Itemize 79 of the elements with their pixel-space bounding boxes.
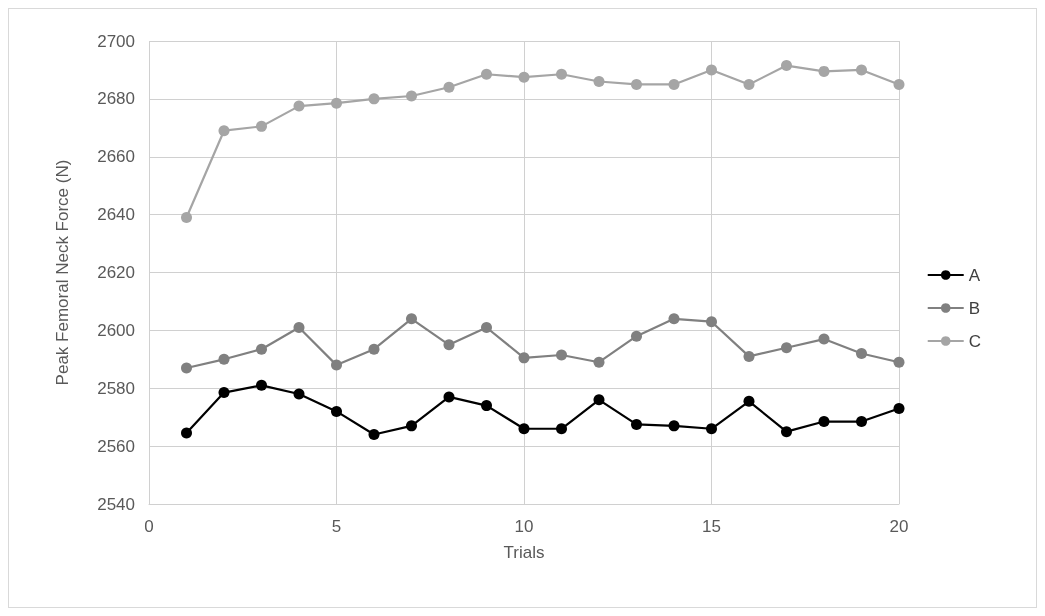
point bbox=[668, 420, 680, 432]
point bbox=[706, 316, 717, 328]
point bbox=[856, 64, 867, 76]
y-axis-title: Peak Femoral Neck Force (N) bbox=[53, 159, 72, 386]
point bbox=[818, 333, 830, 345]
point bbox=[556, 349, 567, 361]
point bbox=[406, 313, 417, 325]
legend-label: C bbox=[968, 331, 981, 351]
point bbox=[181, 427, 192, 439]
point bbox=[331, 359, 342, 371]
point bbox=[331, 97, 342, 109]
y-tick-label: 2560 bbox=[97, 436, 135, 456]
point bbox=[818, 65, 830, 77]
point bbox=[668, 78, 680, 90]
point bbox=[893, 356, 905, 368]
y-tick-label: 2680 bbox=[97, 89, 135, 109]
x-tick-label: 5 bbox=[331, 517, 342, 536]
x-axis-title: Trials bbox=[503, 543, 545, 562]
point bbox=[256, 379, 267, 391]
x-tick-label: 0 bbox=[144, 517, 154, 536]
point bbox=[443, 339, 455, 351]
x-tick-label: 15 bbox=[702, 517, 721, 536]
point bbox=[593, 356, 605, 368]
point bbox=[893, 403, 905, 414]
y-tick-label: 2580 bbox=[97, 378, 135, 398]
legend-label: A bbox=[968, 265, 981, 285]
point bbox=[518, 423, 530, 435]
point bbox=[368, 343, 380, 355]
point bbox=[218, 353, 230, 365]
point bbox=[406, 420, 417, 432]
point bbox=[443, 391, 455, 403]
point bbox=[856, 348, 867, 360]
point bbox=[593, 394, 605, 406]
point bbox=[368, 93, 380, 105]
point bbox=[631, 330, 642, 342]
point bbox=[631, 418, 642, 430]
y-tick-label: 2620 bbox=[97, 263, 135, 282]
y-tick-label: 2640 bbox=[97, 205, 135, 225]
point bbox=[743, 350, 755, 362]
point bbox=[331, 405, 342, 417]
point bbox=[518, 71, 530, 83]
point bbox=[818, 416, 830, 428]
point bbox=[443, 81, 455, 93]
point bbox=[856, 416, 867, 428]
point bbox=[406, 90, 417, 102]
y-tick-label: 2600 bbox=[97, 320, 135, 340]
point bbox=[181, 212, 192, 224]
point bbox=[668, 313, 680, 325]
point bbox=[706, 423, 717, 435]
point bbox=[481, 400, 492, 412]
point bbox=[781, 60, 792, 72]
point bbox=[293, 321, 305, 333]
point bbox=[256, 120, 267, 132]
point bbox=[293, 388, 305, 400]
point bbox=[593, 76, 605, 88]
point bbox=[743, 78, 755, 90]
point bbox=[218, 387, 230, 399]
legend-label: B bbox=[968, 298, 981, 318]
point bbox=[481, 68, 492, 80]
point bbox=[781, 426, 792, 438]
point bbox=[556, 68, 567, 80]
point bbox=[743, 395, 755, 407]
point bbox=[481, 321, 492, 333]
x-tick-label: 10 bbox=[514, 517, 534, 536]
point bbox=[893, 78, 905, 90]
point bbox=[218, 125, 230, 137]
point bbox=[293, 100, 305, 112]
point bbox=[518, 352, 530, 364]
point bbox=[631, 78, 642, 90]
y-tick-label: 2540 bbox=[97, 494, 135, 514]
point bbox=[368, 429, 380, 441]
point bbox=[556, 423, 567, 435]
point bbox=[781, 342, 792, 354]
point bbox=[181, 362, 192, 374]
point bbox=[706, 64, 717, 76]
y-tick-label: 2700 bbox=[97, 31, 135, 51]
point bbox=[256, 343, 267, 355]
y-tick-label: 2660 bbox=[97, 147, 135, 167]
x-tick-label: 20 bbox=[889, 517, 909, 536]
